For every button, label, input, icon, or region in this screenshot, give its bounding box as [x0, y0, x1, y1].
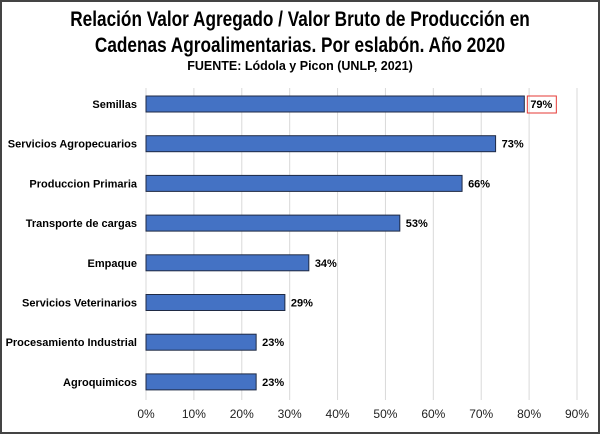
data-label: 79%	[530, 99, 552, 111]
bar	[145, 373, 257, 391]
data-label: 73%	[502, 139, 524, 151]
x-tick-label: 40%	[326, 407, 350, 421]
data-label: 29%	[291, 298, 313, 310]
category-label: Empaque	[87, 258, 137, 270]
x-tick-label: 90%	[565, 407, 589, 421]
data-label: 53%	[406, 218, 428, 230]
category-label: Agroquimicos	[63, 377, 137, 389]
data-label: 23%	[262, 337, 284, 349]
chart-subtitle: FUENTE: Lódola y Picon (UNLP, 2021)	[187, 59, 413, 73]
category-label: Produccion Primaria	[29, 178, 137, 190]
bar	[145, 214, 401, 232]
bar	[145, 95, 525, 113]
bar	[145, 333, 257, 351]
x-tick-label: 70%	[469, 407, 493, 421]
category-label: Transporte de cargas	[26, 218, 137, 230]
data-label: 66%	[468, 178, 490, 190]
category-label: Procesamiento Industrial	[6, 337, 137, 349]
category-label: Servicios Veterinarios	[22, 298, 137, 310]
x-tick-label: 0%	[137, 407, 155, 421]
bar	[145, 254, 310, 272]
data-label: 34%	[315, 258, 337, 270]
data-label: 23%	[262, 377, 284, 389]
x-tick-label: 10%	[182, 407, 206, 421]
x-tick-label: 60%	[421, 407, 445, 421]
chart-title-line-1: Relación Valor Agregado / Valor Bruto de…	[70, 8, 530, 31]
x-tick-label: 20%	[230, 407, 254, 421]
highlight-box	[526, 95, 557, 114]
bar	[145, 135, 497, 153]
x-tick-label: 80%	[517, 407, 541, 421]
bar	[145, 294, 286, 311]
x-tick-label: 50%	[373, 407, 397, 421]
category-label: Semillas	[92, 99, 137, 111]
chart-title-line-2: Cadenas Agroalimentarias. Por eslabón. A…	[94, 34, 506, 57]
bar	[145, 174, 463, 192]
x-tick-label: 30%	[278, 407, 302, 421]
category-label: Servicios Agropecuarios	[8, 139, 137, 151]
